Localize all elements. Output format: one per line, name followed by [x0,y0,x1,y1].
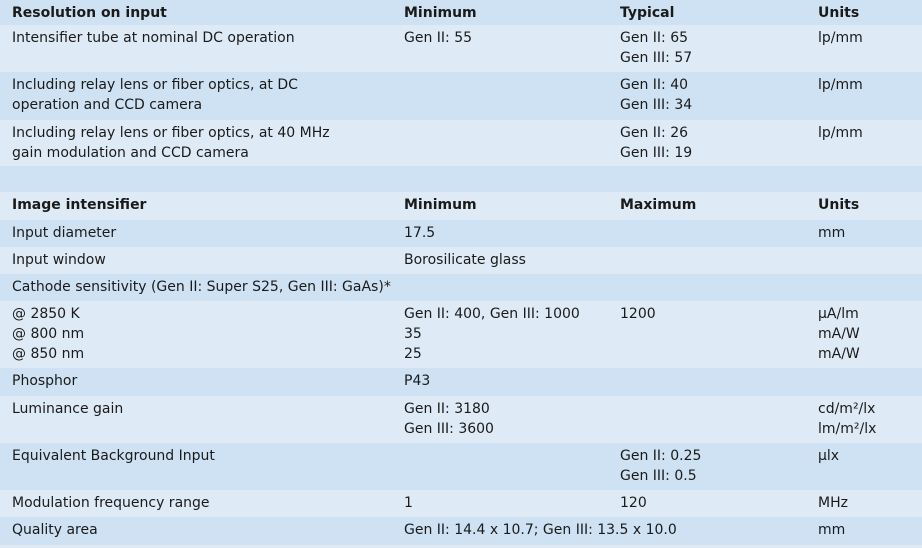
table-cell: µlx [818,448,840,464]
table-cell: lp/mm [818,125,863,141]
table-cell: cd/m²/lx lm/m²/lx [818,401,877,437]
table-cell: Gen II: 400, Gen III: 1000 35 25 [404,306,580,362]
table-cell: Cathode sensitivity (Gen II: Super S25, … [12,279,391,295]
table-row: Modulation frequency range 1 120 MHz [0,490,922,517]
spacer [0,166,922,192]
column-header: Minimum [404,5,477,21]
table-cell: 17.5 [404,225,436,241]
table-cell: Intensifier tube at nominal DC operation [12,30,295,46]
table-cell: Including relay lens or fiber optics, at… [12,77,298,113]
table-cell: 1200 [620,306,656,322]
table-row: Input window Borosilicate glass [0,247,922,274]
table-cell: Modulation frequency range [12,495,210,511]
table-row: Cathode sensitivity (Gen II: Super S25, … [0,274,922,301]
table-cell: Gen II: 55 [404,30,473,46]
column-header: Resolution on input [12,5,167,21]
table-cell: Equivalent Background Input [12,448,215,464]
table-row: Input diameter 17.5 mm [0,220,922,247]
table-cell: Including relay lens or fiber optics, at… [12,125,330,161]
table-cell: Gen II: 26 Gen III: 19 [620,125,693,161]
table-cell: 120 [620,495,647,511]
table-cell: Luminance gain [12,401,124,417]
table-cell: P43 [404,373,431,389]
table-header-row: Resolution on input Minimum Typical Units [0,0,922,25]
table-cell: Quality area [12,522,98,538]
table-row: @ 2850 K @ 800 nm @ 850 nm Gen II: 400, G… [0,301,922,368]
table-cell: Gen II: 0.25 Gen III: 0.5 [620,448,702,484]
table-cell: lp/mm [818,77,863,93]
table-row: Luminance gain Gen II: 3180 Gen III: 3600… [0,396,922,443]
table-cell: Input window [12,252,106,268]
column-header: Units [818,5,860,21]
table-cell: µA/lm mA/W mA/W [818,306,860,362]
table-row: Including relay lens or fiber optics, at… [0,120,922,166]
column-header: Image intensifier [12,197,147,213]
table-row: Quality area Gen II: 14.4 x 10.7; Gen III… [0,517,922,545]
table-row: Including relay lens or fiber optics, at… [0,72,922,120]
column-header: Units [818,197,860,213]
table-cell: mm [818,225,846,241]
table-row: Equivalent Background Input Gen II: 0.25 … [0,443,922,490]
table-cell: Gen II: 14.4 x 10.7; Gen III: 13.5 x 10.… [404,522,677,538]
table-cell: mm [818,522,846,538]
column-header: Minimum [404,197,477,213]
table-cell: Borosilicate glass [404,252,526,268]
table-cell: MHz [818,495,848,511]
table-row: Intensifier tube at nominal DC operation… [0,25,922,72]
table-cell: lp/mm [818,30,863,46]
table-cell: 1 [404,495,413,511]
table-cell: Input diameter [12,225,117,241]
column-header: Maximum [620,197,697,213]
table-header-row: Image intensifier Minimum Maximum Units [0,192,922,220]
column-header: Typical [620,5,675,21]
table-cell: Gen II: 40 Gen III: 34 [620,77,693,113]
table-cell: @ 2850 K @ 800 nm @ 850 nm [12,306,85,362]
table-cell: Gen II: 3180 Gen III: 3600 [404,401,494,437]
table-row: Phosphor P43 [0,368,922,396]
table-cell: Gen II: 65 Gen III: 57 [620,30,693,66]
table-cell: Phosphor [12,373,78,389]
